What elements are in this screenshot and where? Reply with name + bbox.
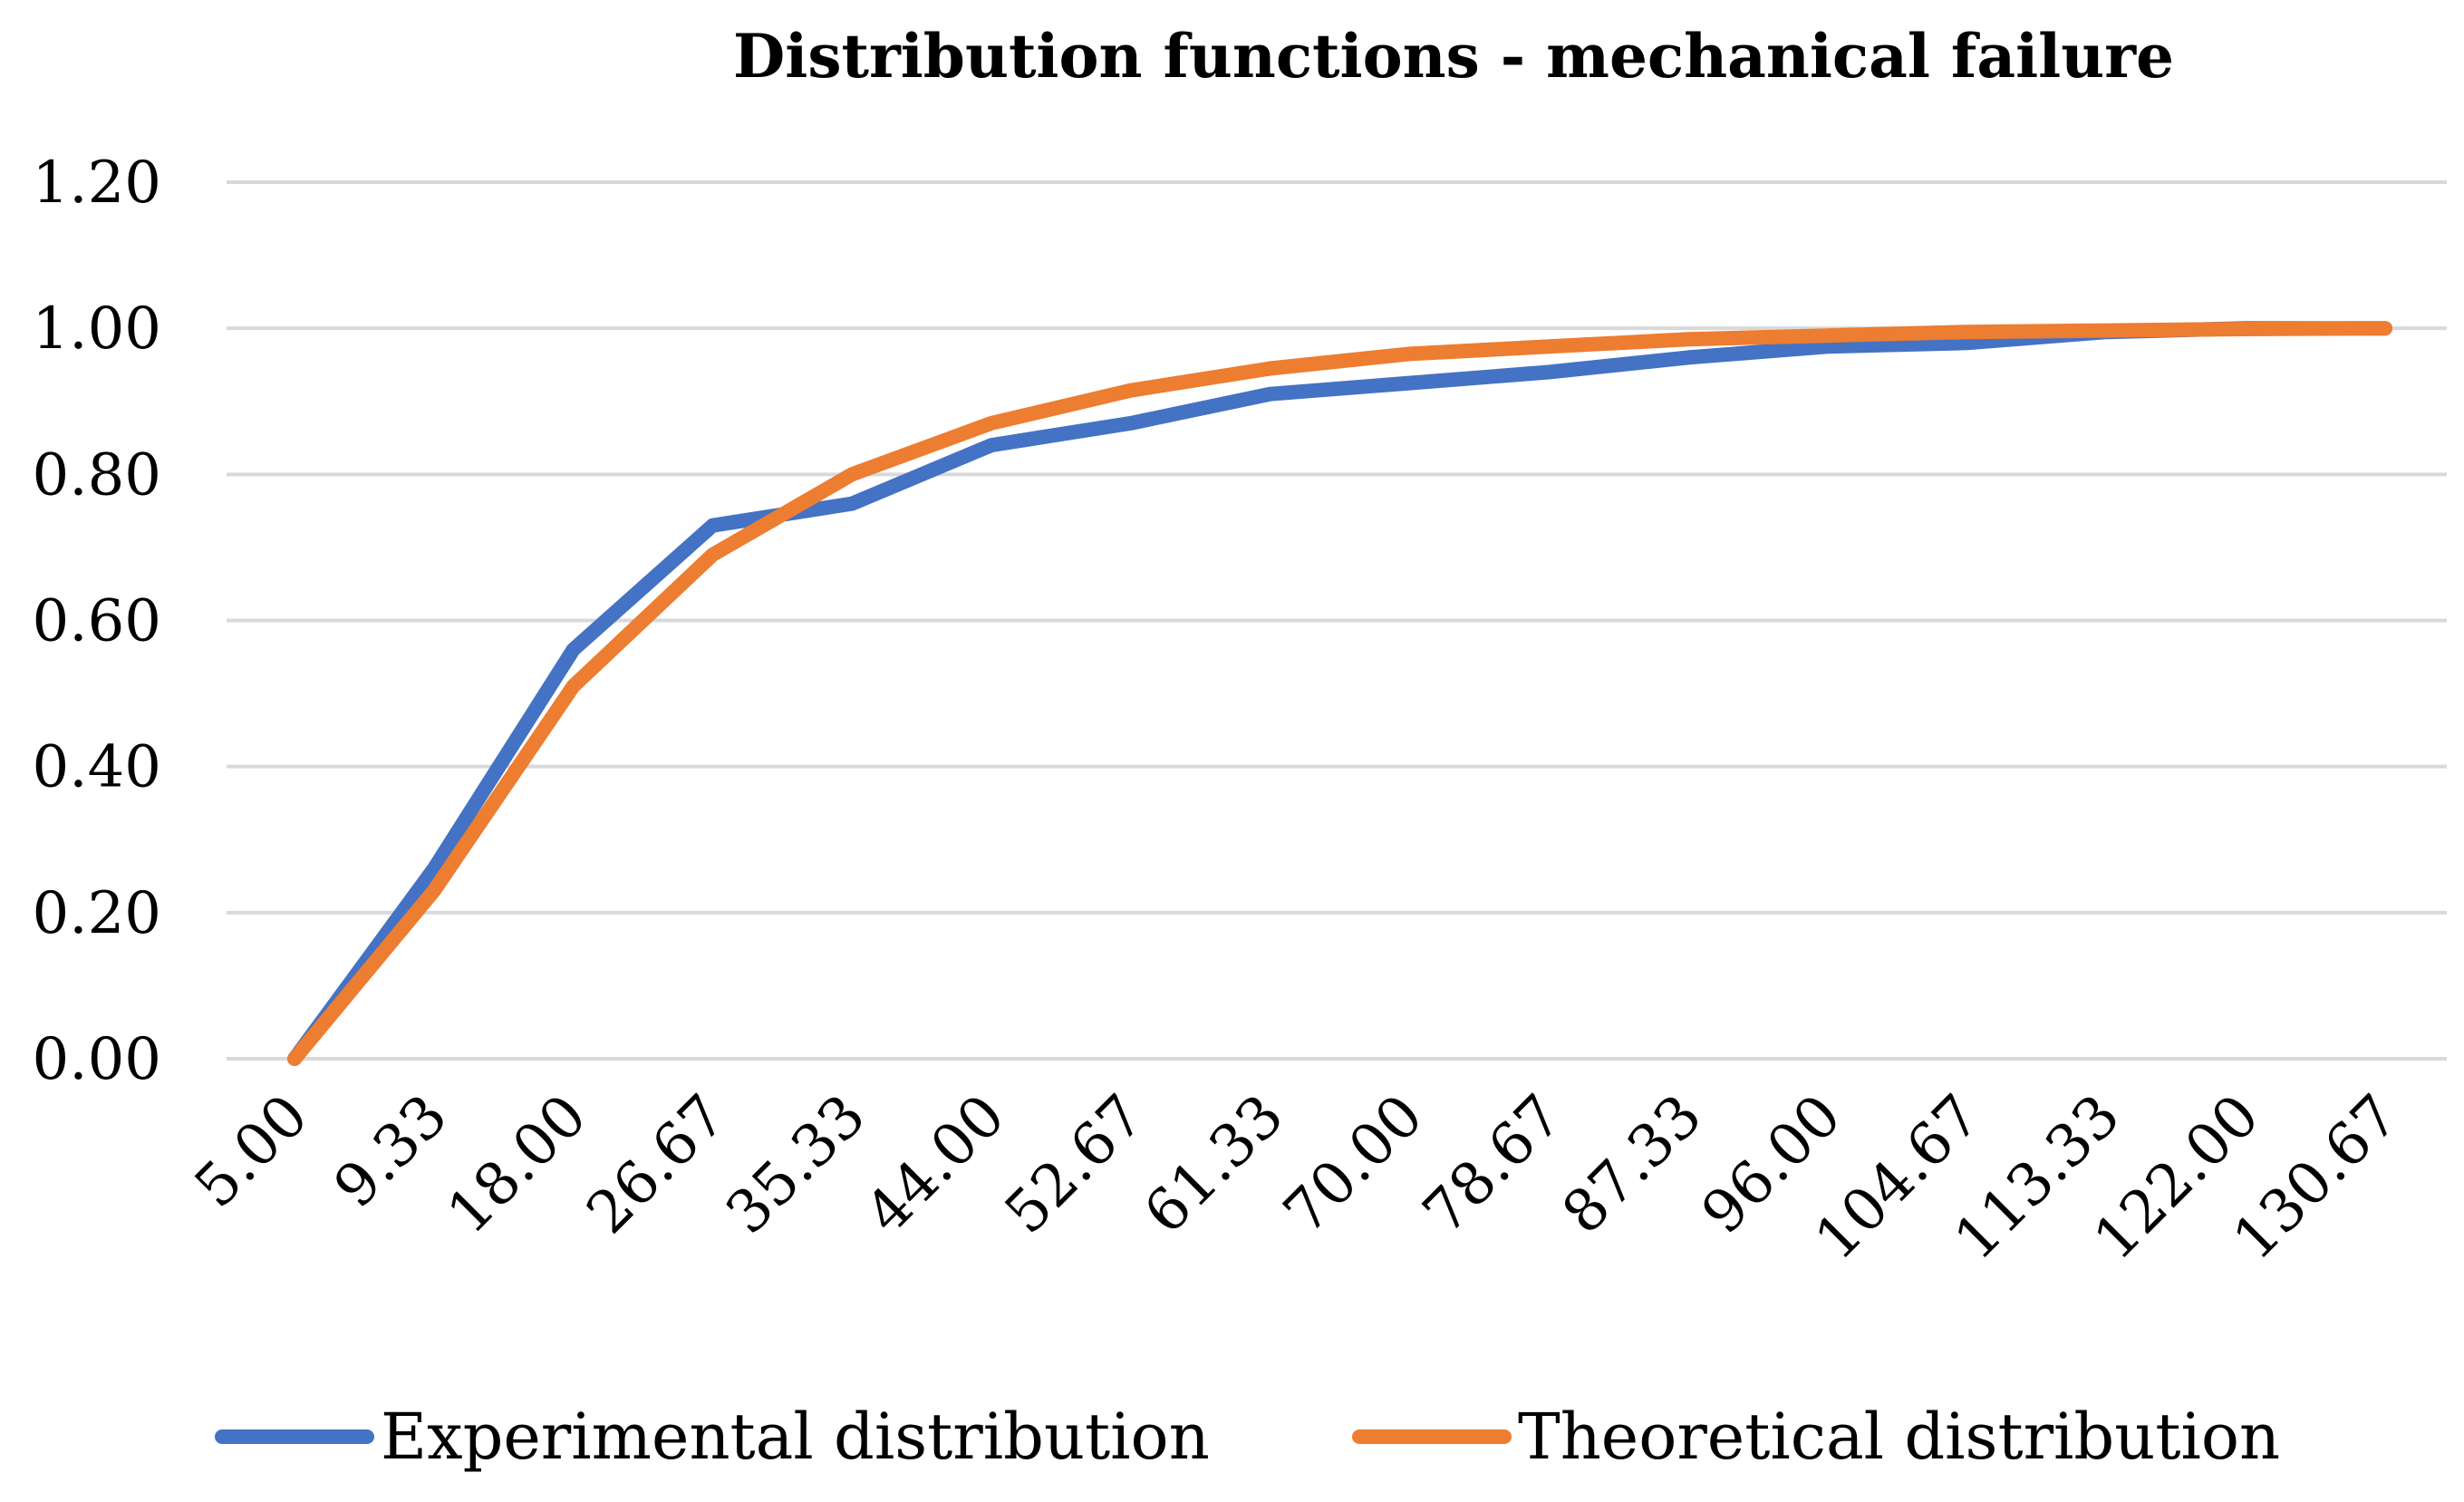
y-axis-tick-labels: 0.00 0.20 0.40 0.60 0.80 1.00 1.20 (33, 150, 162, 1093)
y-tick-label: 1.20 (33, 150, 162, 217)
legend-label: Experimental distribution (381, 1400, 1210, 1474)
x-tick-label: 5.00 (182, 1082, 321, 1221)
series-line-theoretical (287, 321, 2392, 1066)
x-axis-tick-labels: 5.00 9.3318.0026.6735.3344.0052.6761.3370… (182, 1082, 2411, 1274)
x-tick-label: 87.33 (1550, 1082, 1715, 1247)
legend: Experimental distribution Theoretical dis… (215, 1400, 2280, 1474)
y-tick-label: 1.00 (33, 296, 162, 363)
x-tick-label: 61.33 (1132, 1082, 1297, 1247)
x-tick-label: 35.33 (714, 1082, 879, 1247)
y-tick-label: 0.20 (33, 880, 162, 947)
y-tick-label: 0.00 (33, 1026, 162, 1093)
y-tick-label: 0.40 (33, 734, 162, 801)
x-tick-label: 44.00 (853, 1082, 1018, 1247)
y-tick-label: 0.60 (33, 588, 162, 655)
grid (227, 180, 2447, 1061)
legend-label: Theoretical distribution (1518, 1400, 2280, 1474)
series-line-experimental (287, 321, 2392, 1066)
y-tick-label: 0.80 (33, 441, 162, 509)
x-tick-label: 18.00 (435, 1082, 600, 1247)
x-tick-label: 26.67 (575, 1082, 739, 1247)
x-tick-label: 78.67 (1411, 1082, 1576, 1247)
x-tick-label: 70.00 (1271, 1082, 1436, 1247)
x-tick-label: 52.67 (992, 1082, 1157, 1247)
chart-title: Distribution functions - mechanical fail… (733, 21, 2174, 92)
series-lines (287, 321, 2392, 1066)
